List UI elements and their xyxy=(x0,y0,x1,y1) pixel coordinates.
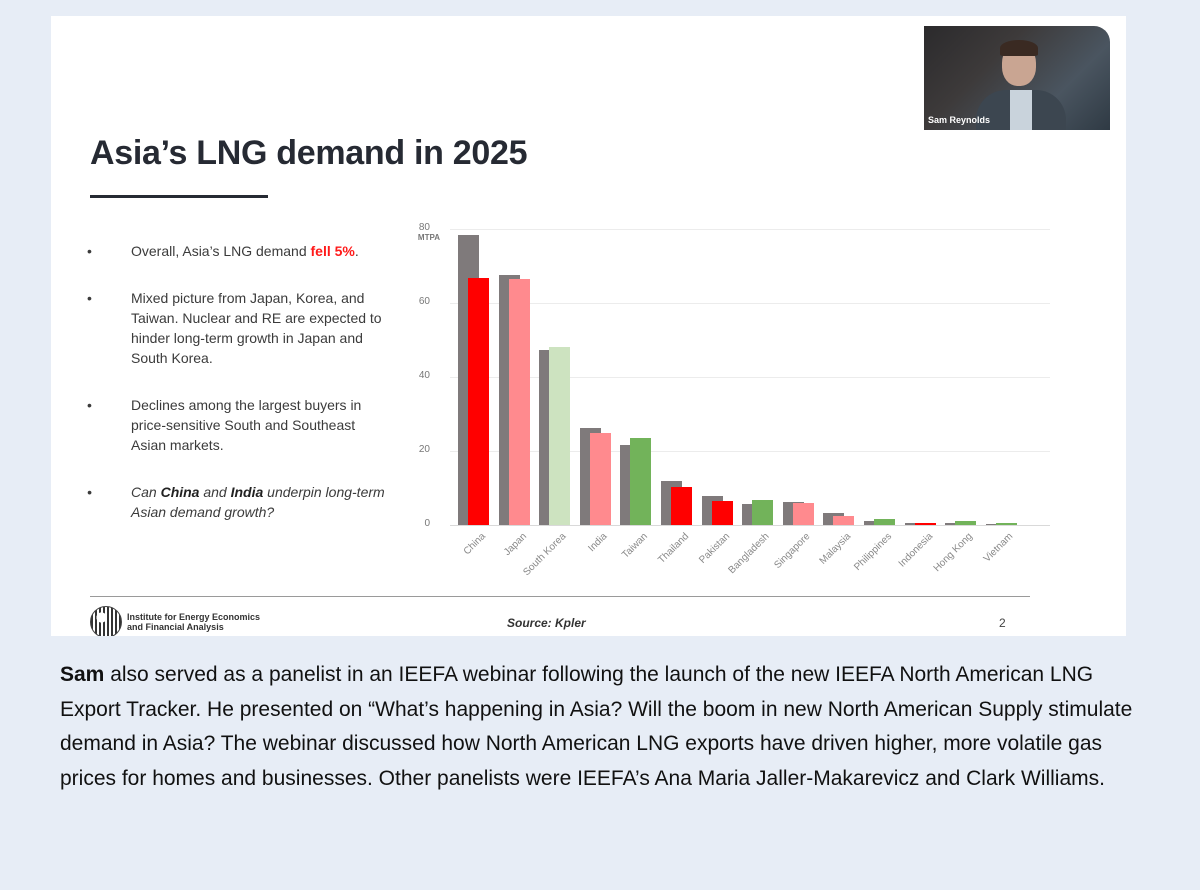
bar-2025 xyxy=(671,486,692,525)
x-axis-label: Vietnam xyxy=(981,531,1016,565)
bar-2025 xyxy=(468,277,489,525)
x-axis-line xyxy=(450,525,1050,526)
y-axis-tick: 80 xyxy=(418,222,430,233)
caption-paragraph: Sam also served as a panelist in an IEEF… xyxy=(60,663,1133,790)
x-axis-label: Malaysia xyxy=(817,531,854,567)
bullet-icon: • xyxy=(87,243,92,259)
y-axis-tick: 20 xyxy=(418,444,430,455)
x-axis-label: Pakistan xyxy=(696,531,732,566)
participant-name: Sam Reynolds xyxy=(928,115,991,125)
y-axis-tick: 40 xyxy=(418,370,430,381)
bar-2025 xyxy=(589,432,611,525)
gridline xyxy=(450,303,1050,304)
x-axis-label: Hong Kong xyxy=(931,531,976,575)
bullet-declines: • Declines among the largest buyers in p… xyxy=(87,397,362,453)
bar-2025 xyxy=(874,519,895,525)
x-axis-label: India xyxy=(586,531,610,555)
y-axis-tick: 0 xyxy=(424,518,430,529)
y-axis-unit: MTPA xyxy=(417,233,440,242)
y-axis-tick: 60 xyxy=(418,296,430,307)
bullet-icon: • xyxy=(87,290,92,306)
bullet-question: • Can China and India underpin long-term… xyxy=(87,484,385,520)
bar-2025 xyxy=(508,278,530,525)
video-thumbnail[interactable]: Sam Reynolds xyxy=(924,26,1110,130)
lng-demand-bar-chart: 0 20 40 60 80 MTPA China Japan South Korea India T… xyxy=(406,206,1106,606)
x-axis-label: Thailand xyxy=(656,531,692,566)
gridline xyxy=(450,451,1050,452)
bar-2025 xyxy=(752,499,774,525)
slide-title: Asia’s LNG demand in 2025 xyxy=(90,134,528,172)
x-axis-label: Philippines xyxy=(852,531,895,573)
x-axis-label: Japan xyxy=(501,531,529,559)
presentation-slide: Asia’s LNG demand in 2025 • Overall, Asi… xyxy=(51,16,1126,636)
bullet-overall-demand: • Overall, Asia’s LNG demand fell 5%. xyxy=(87,243,359,259)
x-axis-label: Taiwan xyxy=(620,531,651,561)
x-axis-label: Bangladesh xyxy=(726,531,772,577)
bar-2025 xyxy=(833,516,855,525)
x-axis-label: Singapore xyxy=(772,531,813,572)
ieefa-logo: Institute for Energy Economics and Finan… xyxy=(90,606,260,636)
bar-2025 xyxy=(914,522,936,525)
title-underline xyxy=(90,195,268,198)
gridline xyxy=(450,377,1050,378)
bar-2025 xyxy=(630,438,652,525)
page-number: 2 xyxy=(999,616,1006,630)
x-axis-label: Indonesia xyxy=(896,531,935,570)
globe-icon xyxy=(90,606,122,636)
bullet-list: • Overall, Asia’s LNG demand fell 5%. • … xyxy=(87,241,387,549)
bar-2025 xyxy=(955,521,977,525)
x-axis-label: China xyxy=(461,531,488,558)
bar-2025 xyxy=(792,502,814,525)
bar-2025 xyxy=(995,523,1017,525)
caption-name: Sam xyxy=(60,663,105,686)
bullet-icon: • xyxy=(87,484,92,500)
bullet-icon: • xyxy=(87,397,92,413)
highlight-fell: fell 5% xyxy=(310,243,355,259)
source-note: Source: Kpler xyxy=(507,616,586,630)
bar-2025 xyxy=(549,347,571,525)
bar-2025 xyxy=(711,500,733,525)
footer-divider xyxy=(90,596,1030,597)
gridline xyxy=(450,229,1050,230)
bullet-mixed-picture: • Mixed picture from Japan, Korea, and T… xyxy=(87,290,382,366)
